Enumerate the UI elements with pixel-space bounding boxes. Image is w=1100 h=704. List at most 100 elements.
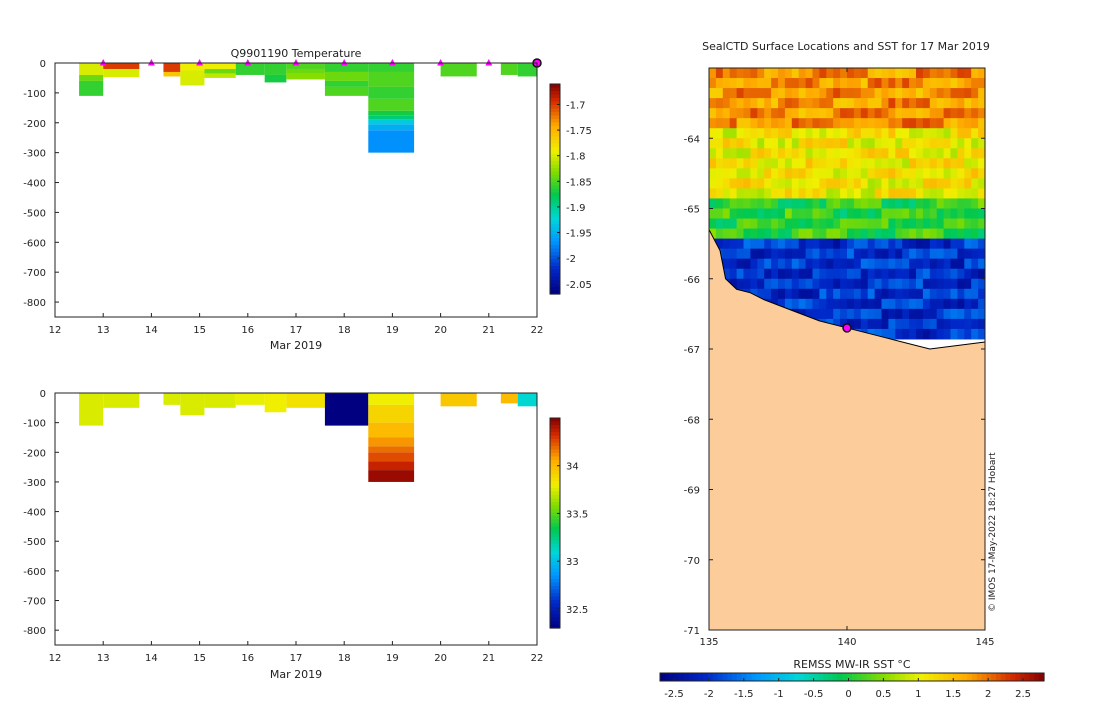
profile-6-bin-0 (264, 63, 287, 75)
sst-cell (922, 208, 931, 220)
sst-cell (922, 288, 931, 300)
colorbar-swatch (550, 217, 560, 222)
sst-cell (916, 108, 924, 119)
sst-cell (757, 98, 765, 109)
sst-cell (916, 268, 924, 280)
sst-cell (902, 108, 910, 119)
sst-cell (805, 148, 813, 159)
sst-cell (860, 138, 869, 149)
colorbar-swatch (550, 456, 560, 461)
sst-cell (881, 228, 889, 240)
sst-cell (833, 148, 841, 159)
sst-cell (895, 258, 903, 270)
profile-11-bin-0 (500, 63, 518, 75)
sst-cell (715, 178, 724, 189)
sst-cell (936, 188, 945, 199)
sst-cell (902, 238, 910, 250)
sst-cell (922, 308, 931, 320)
sst-cell (812, 208, 820, 220)
sst-cell (743, 128, 751, 139)
sst-cell (826, 198, 834, 209)
profile-9-bin-6 (368, 119, 415, 125)
sst-cell (791, 128, 800, 139)
sst-cell (833, 98, 841, 109)
salinity-axes-frame (54, 392, 538, 646)
colorbar-swatch (550, 210, 560, 215)
sst-cell (798, 88, 807, 99)
sst-cell (978, 228, 986, 240)
profile-8-bin-2 (324, 80, 369, 87)
sst-cell (840, 298, 848, 310)
sst-colorbar-swatch (852, 673, 858, 681)
sst-cell (764, 98, 772, 109)
sst-cell (874, 128, 882, 139)
sst-cell (784, 88, 793, 99)
sst-cell (957, 138, 965, 149)
sst-cell (771, 168, 779, 179)
colorbar-swatch (550, 129, 560, 134)
colorbar-swatch (550, 589, 560, 594)
sst-cell (833, 318, 841, 330)
sst-cell (950, 178, 958, 189)
colorbar-swatch (550, 428, 560, 433)
sst-cell (867, 128, 876, 139)
sst-cell (764, 118, 772, 129)
sst-cell (805, 128, 813, 139)
sst-cell (791, 108, 800, 119)
sst-cell (964, 178, 972, 189)
sst-cell (916, 248, 924, 260)
colorbar-swatch (550, 533, 560, 538)
sst-cell (888, 268, 896, 280)
sst-cell (812, 168, 820, 179)
surface-marker (485, 59, 493, 66)
sst-colorbar-swatch (900, 673, 906, 681)
sst-cell (764, 78, 772, 89)
sst-cell (833, 138, 841, 149)
sst-cell (764, 238, 772, 250)
x-tick-label: 18 (338, 653, 351, 664)
sst-colorbar-swatch (957, 673, 963, 681)
colorbar-swatch (550, 505, 560, 510)
sst-cell (798, 218, 807, 230)
sst-cell (902, 268, 910, 280)
sst-cell (895, 148, 903, 159)
sst-cell (929, 328, 938, 340)
sst-cell (784, 218, 793, 230)
profile-9-bin-0 (368, 393, 415, 405)
sst-cell (764, 268, 772, 280)
sst-colorbar-tick-label: 1 (915, 689, 921, 700)
sst-cell (929, 198, 938, 209)
sst-cell (764, 188, 772, 199)
profile-6-bin-0 (264, 393, 287, 413)
map-y-tick-label: -64 (684, 134, 700, 145)
sst-colorbar-swatch (952, 673, 959, 681)
sst-cell (929, 228, 938, 240)
sst-cell (916, 118, 924, 129)
profile-8-bin-0 (324, 63, 369, 72)
sst-cell (860, 98, 869, 109)
map-x-tick-label: 135 (699, 637, 718, 648)
sst-cell (964, 228, 972, 240)
sst-cell (881, 198, 889, 209)
sst-cell (771, 258, 779, 270)
colorbar-swatch (550, 189, 560, 194)
profile-2-bin-1 (163, 71, 181, 77)
profile-7-bin-2 (286, 73, 325, 80)
profile-9-bin-8 (368, 130, 415, 153)
sst-map-title: SealCTD Surface Locations and SST for 17… (702, 40, 990, 53)
sst-cell (736, 198, 744, 209)
sst-cell (750, 248, 758, 260)
sst-cell (729, 278, 738, 290)
sst-cell (778, 108, 786, 119)
sst-cell (895, 248, 903, 260)
sst-cell (902, 188, 910, 199)
sst-cell (791, 188, 800, 199)
y-tick-label: -100 (23, 89, 46, 100)
sst-cell (874, 228, 882, 240)
sst-cell (978, 148, 986, 159)
sst-cell (840, 128, 848, 139)
sst-colorbar-swatch (712, 673, 719, 681)
sst-cell (916, 128, 924, 139)
sst-cell (771, 188, 779, 199)
sst-cell (874, 308, 882, 320)
